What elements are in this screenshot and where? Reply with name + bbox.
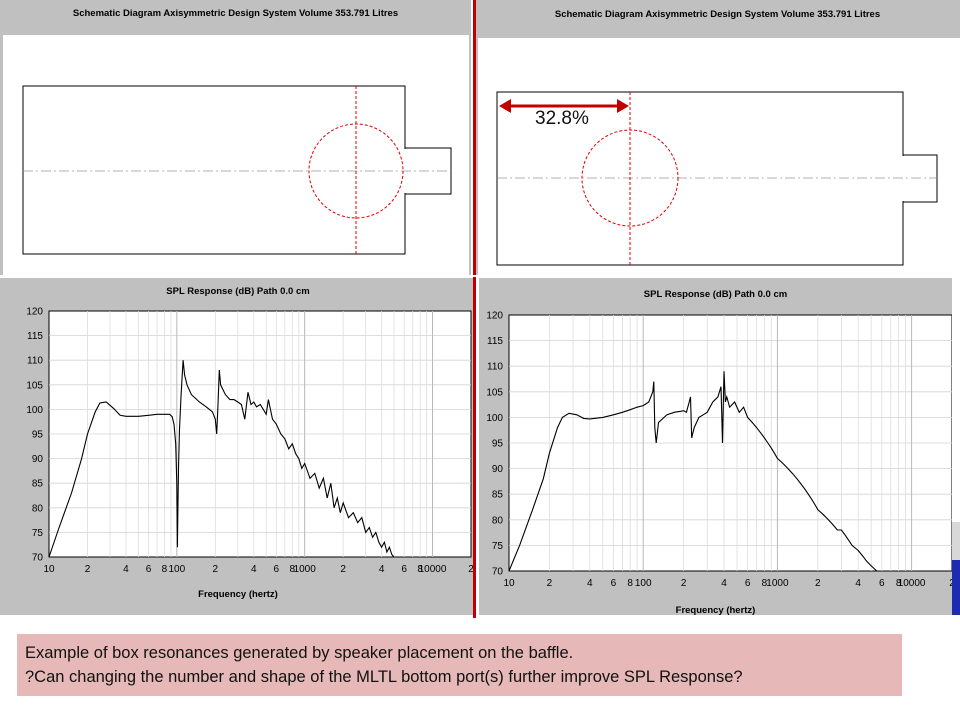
x-tick-label: 6 [401,564,407,575]
x-tick-label: 2 [815,578,821,589]
y-tick-label: 120 [26,307,43,318]
horizontal-divider [0,275,960,277]
y-tick-label: 85 [492,490,504,501]
right-spl-chart-panel: SPL Response (dB) Path 0.0 cm 70 75 80 85 90… [479,278,952,616]
x-tick-label: 8 [896,578,902,589]
y-tick-label: 70 [492,567,504,578]
y-tick-label: 115 [487,336,503,347]
right-chart-title: SPL Response (dB) Path 0.0 cm [643,289,788,300]
x-tick-label: 6 [745,578,751,589]
y-tick-label: 95 [32,430,44,441]
x-tick-label: 8 [290,564,296,575]
x-tick-label: 6 [146,564,152,575]
x-tick-label: 10 [43,564,55,575]
x-tick-label: 8 [417,564,423,575]
x-tick-label: 2 [213,564,219,575]
y-tick-label: 110 [27,356,43,367]
left-chart-title: SPL Response (dB) Path 0.0 cm [166,286,310,297]
x-tick-label: 100 [168,564,185,575]
right-schematic-drawing [478,38,960,275]
y-tick-label: 80 [32,503,44,514]
caption-line-1: Example of box resonances generated by s… [25,644,574,662]
left-spl-chart-panel: SPL Response (dB) Path 0.0 cm 70 75 80 85 90… [0,278,476,615]
x-tick-label: 2 [340,564,346,575]
offset-annotation: 32.8% [535,108,589,129]
x-tick-label: 2 [681,578,687,589]
x-tick-label: 2 [949,578,952,589]
left-x-axis-label: Frequency (hertz) [198,589,278,600]
x-tick-label: 1000 [766,578,789,589]
y-tick-label: 75 [32,528,44,539]
x-tick-label: 10000 [419,564,447,575]
caption-line-2: ?Can changing the number and shape of th… [25,668,743,686]
left-schematic-title: Schematic Diagram Axisymmetric Design Sy… [72,8,399,19]
y-tick-label: 95 [492,439,504,450]
edge-fragment-gray [952,522,960,560]
y-tick-label: 80 [492,515,504,526]
y-tick-label: 90 [492,464,504,475]
right-x-axis-label: Frequency (hertz) [675,605,756,616]
x-tick-label: 2 [547,578,553,589]
spl-series-line [508,371,878,572]
width-ratio-arrow [499,99,629,113]
y-tick-label: 120 [486,311,503,322]
x-tick-label: 4 [251,564,257,575]
left-schematic-panel: Schematic Diagram Axisymmetric Design Sy… [0,0,471,275]
x-tick-label: 10000 [898,578,926,589]
y-tick-label: 90 [32,454,44,465]
spl-series-line [48,360,395,558]
vertical-divider [473,0,476,618]
x-tick-label: 1000 [294,564,317,575]
x-tick-label: 4 [721,578,727,589]
x-tick-label: 2 [85,564,91,575]
x-tick-label: 8 [762,578,768,589]
x-tick-label: 4 [123,564,129,575]
y-tick-label: 100 [26,405,43,416]
y-tick-label: 115 [27,331,43,342]
x-tick-label: 10 [503,578,515,589]
x-tick-label: 6 [611,578,617,589]
y-tick-label: 70 [32,553,44,564]
y-tick-label: 85 [32,479,44,490]
left-schematic-drawing [3,35,469,275]
right-schematic-title: Schematic Diagram Axisymmetric Design Sy… [554,9,881,20]
y-tick-label: 105 [486,387,503,398]
x-tick-label: 2 [468,564,474,575]
caption-box: Example of box resonances generated by s… [17,634,902,696]
y-tick-label: 110 [487,362,503,373]
x-tick-label: 8 [162,564,168,575]
y-tick-label: 105 [26,380,43,391]
edge-fragment [952,560,960,615]
x-tick-label: 4 [379,564,385,575]
x-tick-label: 6 [274,564,280,575]
x-tick-label: 8 [627,578,633,589]
y-tick-label: 75 [492,541,504,552]
x-tick-label: 4 [855,578,861,589]
x-tick-label: 6 [879,578,885,589]
x-tick-label: 100 [635,578,652,589]
x-tick-label: 4 [587,578,593,589]
right-schematic-panel: Schematic Diagram Axisymmetric Design Sy… [475,0,960,275]
y-tick-label: 100 [486,413,503,424]
